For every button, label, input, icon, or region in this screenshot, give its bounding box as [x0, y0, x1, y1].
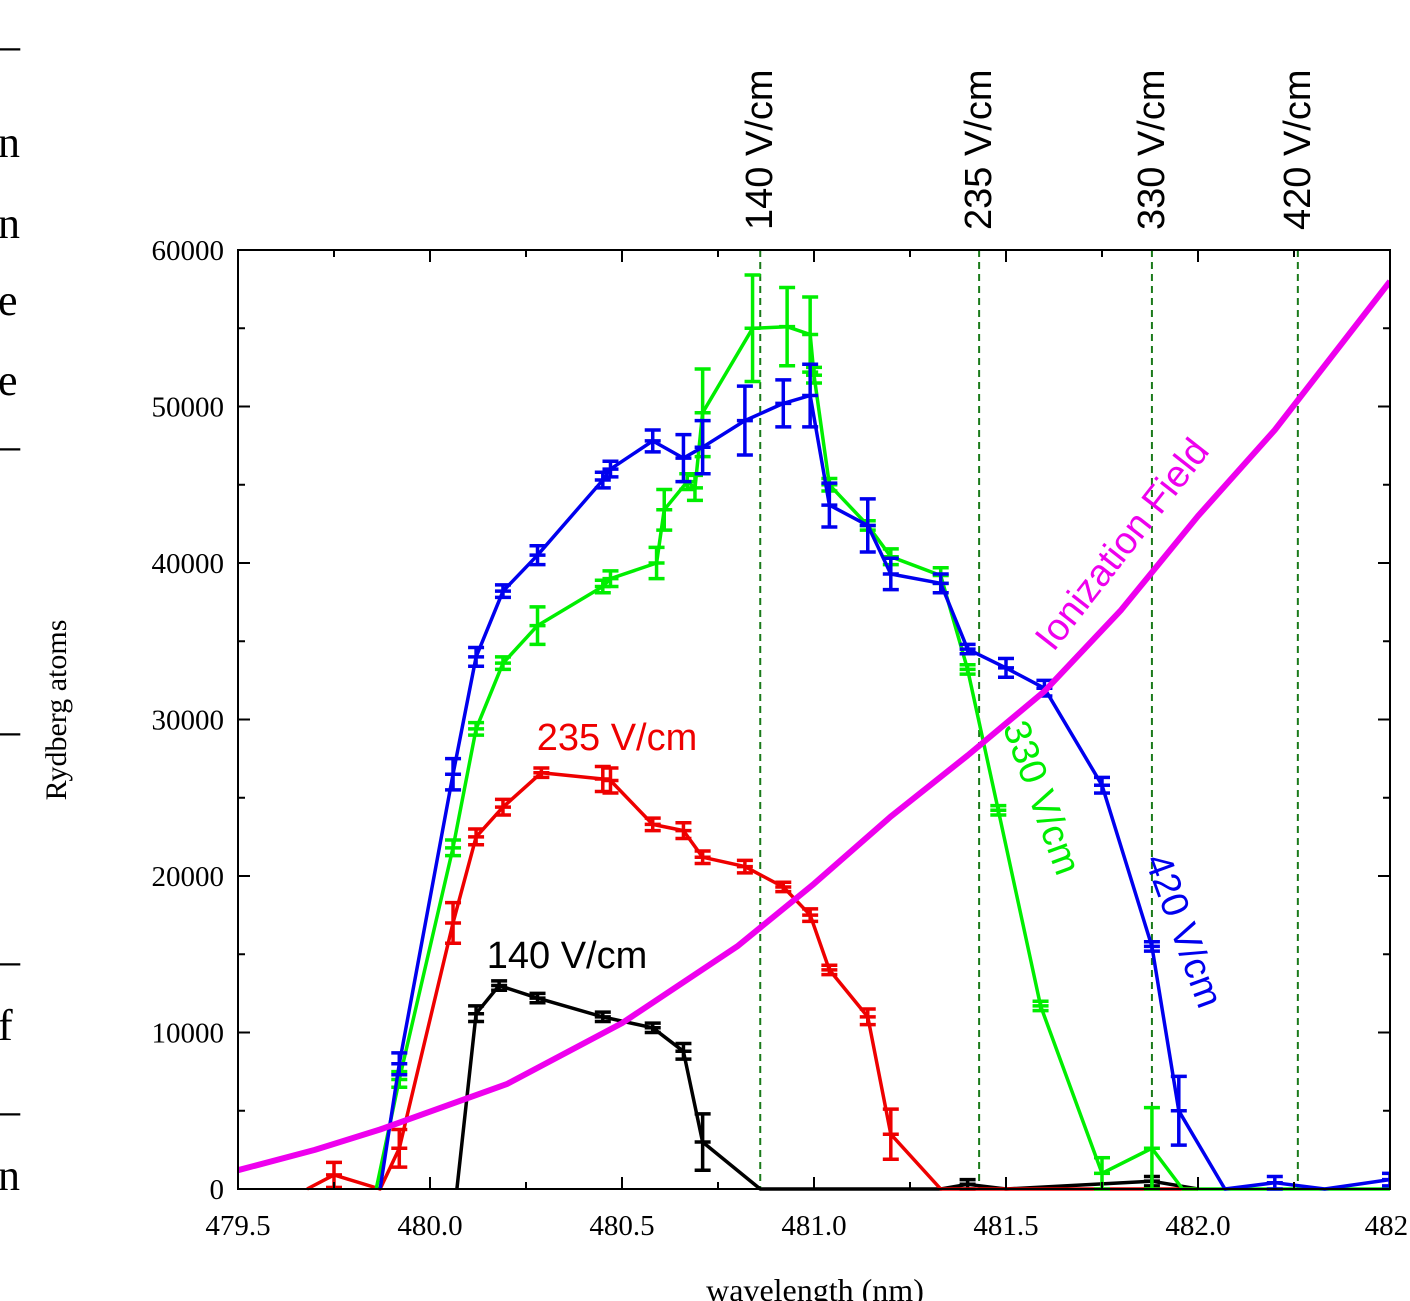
- series-label: 235 V/cm: [537, 717, 698, 759]
- reference-line-label: 140 V/cm: [739, 69, 781, 230]
- x-tick-label: 480.0: [397, 1210, 462, 1242]
- x-tick-label: 482.: [1365, 1210, 1410, 1242]
- series-clip: [237, 273, 1390, 1191]
- series-label: 140 V/cm: [487, 935, 648, 977]
- axis-ticks: 479.5480.0480.5481.0481.5482.0482.010000…: [152, 235, 1410, 1242]
- x-axis-label: wavelength (nm): [706, 1272, 924, 1301]
- axis-labels: wavelength (nm) Rydberg atoms: [40, 620, 924, 1301]
- series-label: 420 V/cm: [1136, 848, 1230, 1013]
- y-tick-label: 40000: [152, 548, 225, 580]
- series-line: [455, 983, 1199, 1191]
- x-tick-label: 482.0: [1165, 1210, 1230, 1242]
- y-tick-label: 20000: [152, 861, 225, 893]
- plot-frame: [237, 249, 1391, 1190]
- x-tick-label: 481.0: [781, 1210, 846, 1242]
- y-tick-label: 0: [210, 1174, 225, 1206]
- ionization-field-curve: [237, 279, 1390, 1174]
- series-line: [374, 324, 1390, 1191]
- y-tick-label: 30000: [152, 705, 225, 737]
- reference-line-label: 420 V/cm: [1277, 69, 1319, 230]
- reference-line-label: 330 V/cm: [1131, 69, 1173, 230]
- y-tick-label: 50000: [152, 392, 225, 424]
- y-axis-label: Rydberg atoms: [40, 620, 73, 801]
- x-tick-label: 479.5: [205, 1210, 270, 1242]
- margin-char: –: [0, 421, 21, 470]
- y-tick-label: 60000: [152, 235, 225, 267]
- margin-char: –: [0, 936, 21, 985]
- reference-line-label: 235 V/cm: [958, 69, 1000, 230]
- margin-char: n: [0, 199, 20, 248]
- margin-char: f: [0, 1001, 13, 1050]
- margin-char: e: [0, 276, 18, 325]
- margin-char: n: [0, 118, 20, 167]
- x-tick-label: 480.5: [589, 1210, 654, 1242]
- plot-border: [237, 249, 1391, 1190]
- y-tick-label: 10000: [152, 1018, 225, 1050]
- margin-char: –: [0, 706, 21, 755]
- series-label: Ionization Field: [1027, 431, 1217, 658]
- margin-char: –: [0, 21, 21, 70]
- x-tick-label: 481.5: [973, 1210, 1038, 1242]
- series-line: [378, 393, 1390, 1191]
- margin-char: n: [0, 1151, 20, 1200]
- margin-char: e: [0, 356, 18, 405]
- margin-char: –: [0, 1086, 21, 1135]
